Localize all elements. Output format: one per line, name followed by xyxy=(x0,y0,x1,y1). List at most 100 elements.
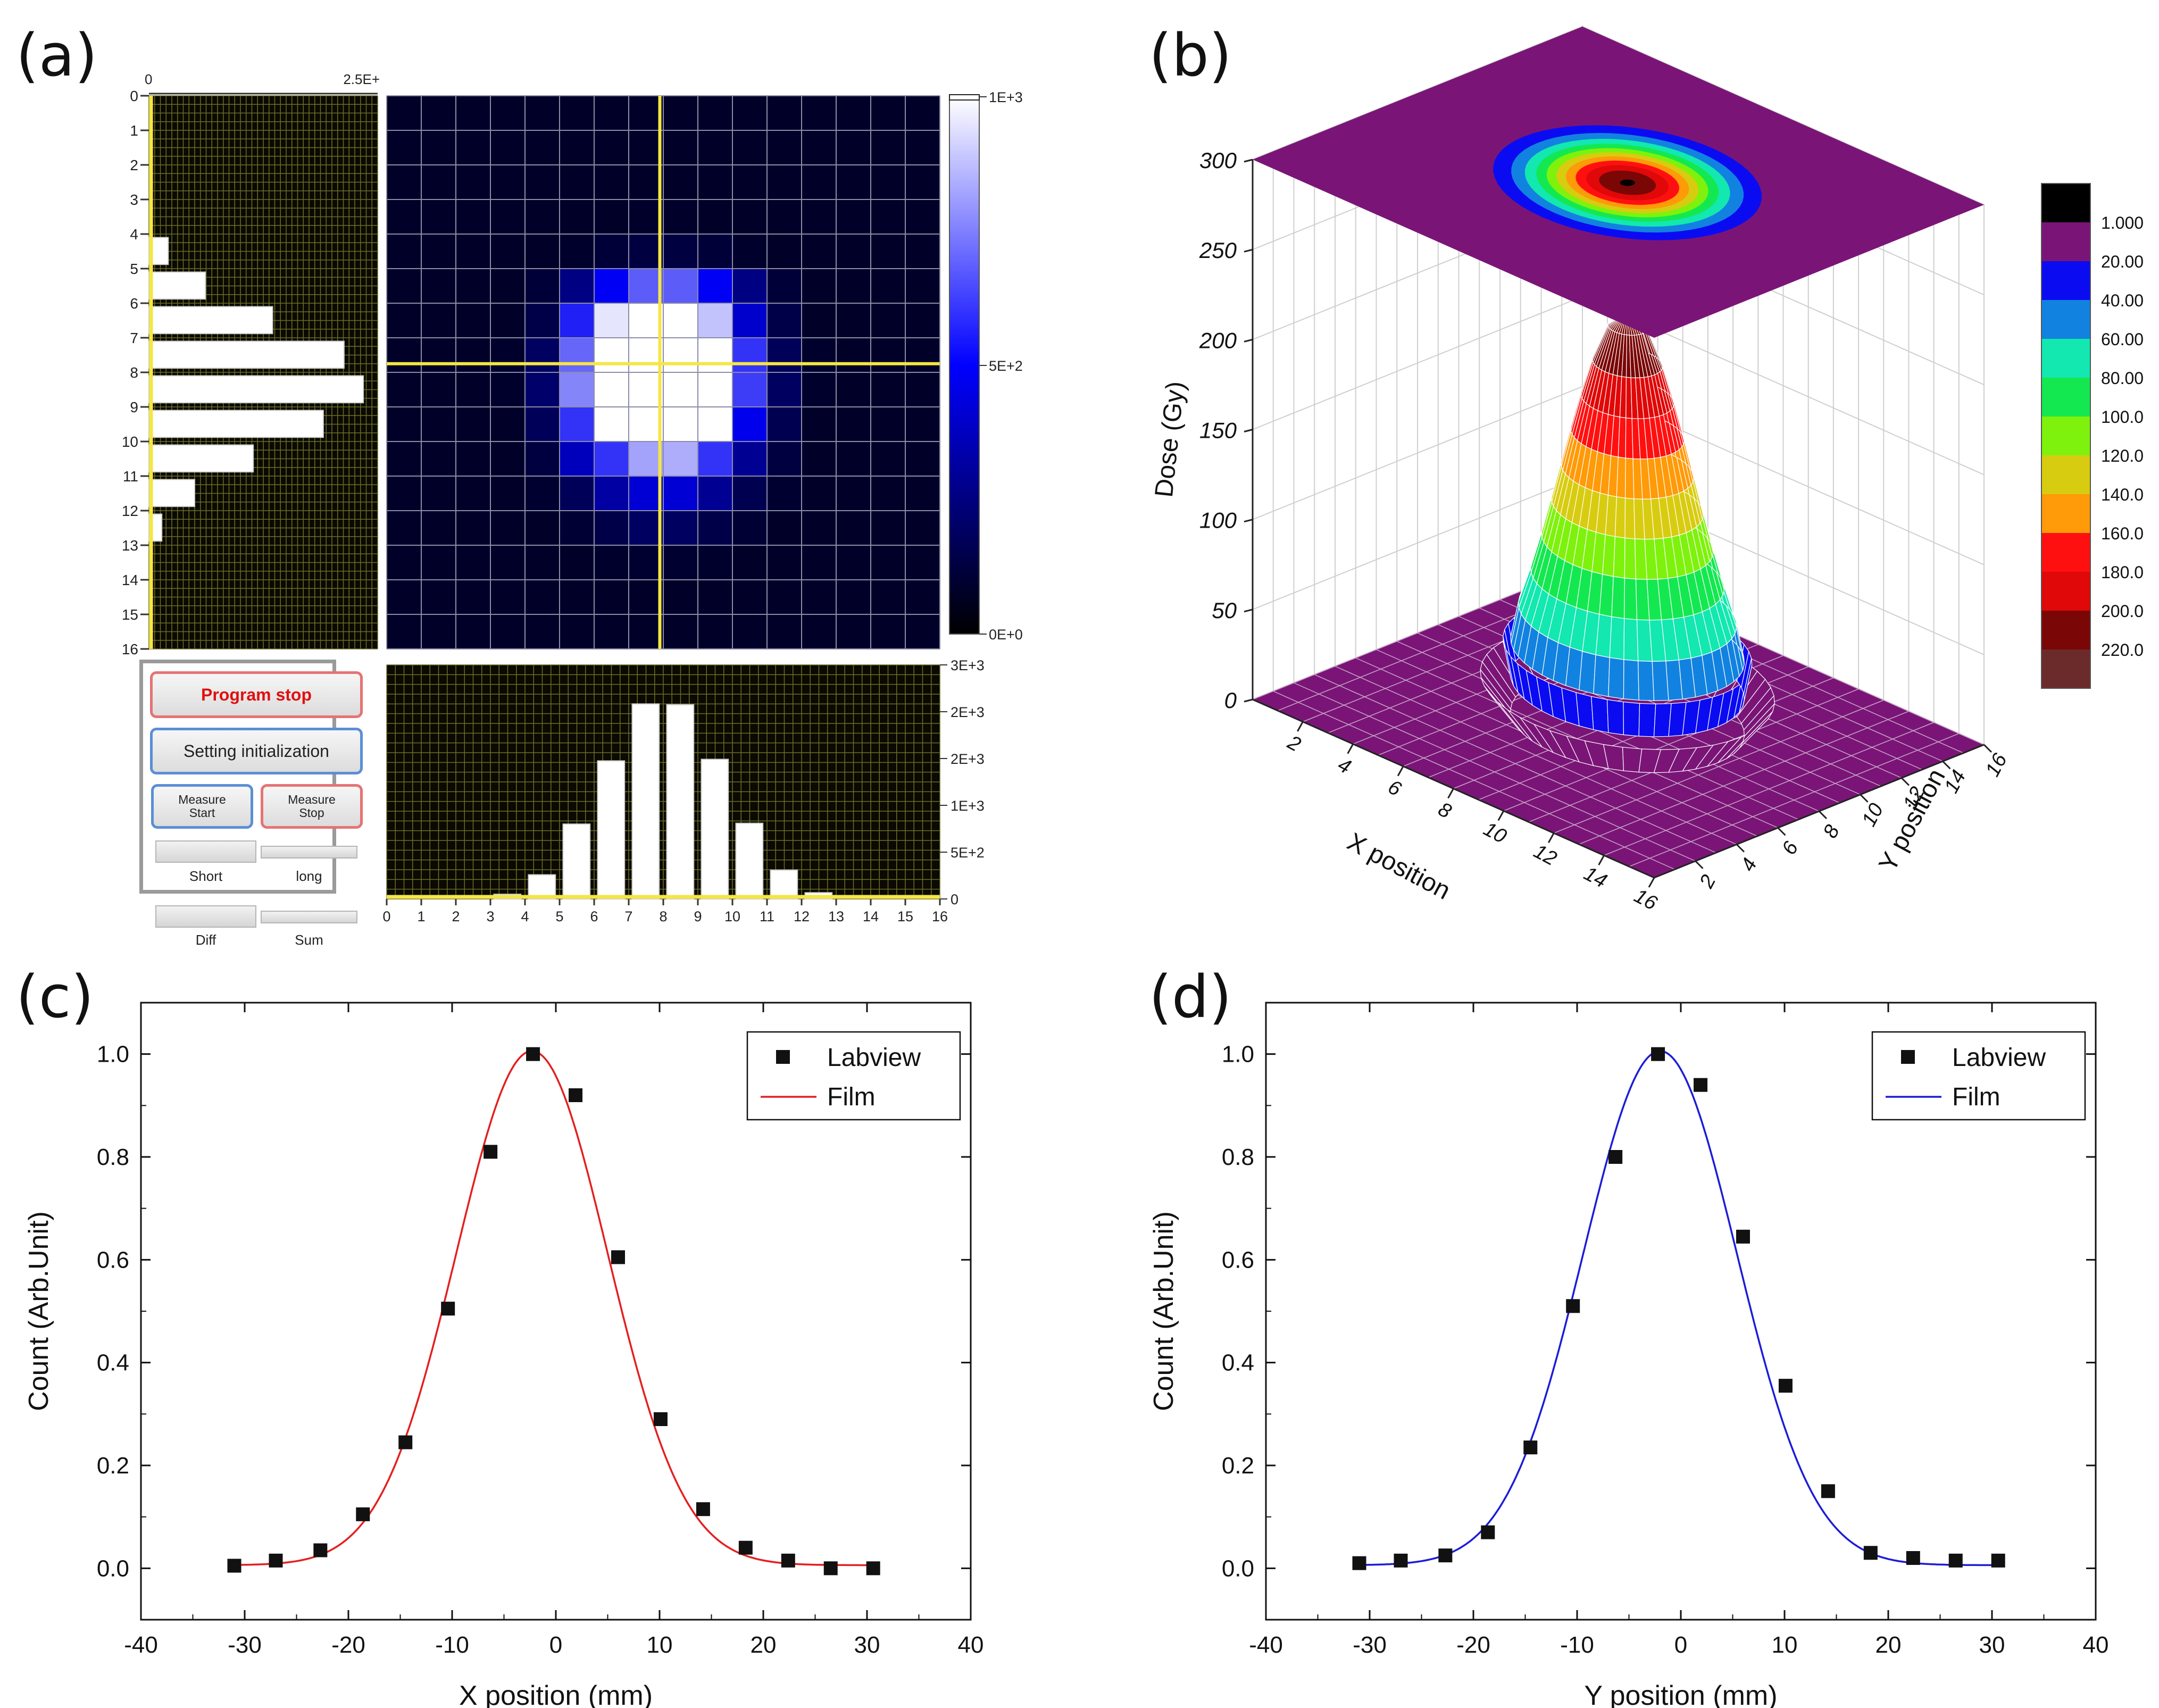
heatmap-cell xyxy=(698,372,733,407)
legend-label-film: Film xyxy=(827,1083,876,1111)
heatmap-cell xyxy=(836,165,871,200)
heatmap-cell xyxy=(490,511,526,546)
labview-data-point xyxy=(227,1559,241,1573)
heatmap-cell xyxy=(456,269,491,304)
labview-data-point xyxy=(823,1561,838,1576)
bottom-hist-bar xyxy=(770,869,798,899)
long-label: long xyxy=(296,868,322,884)
surface-cone-facet xyxy=(1579,651,1596,694)
heatmap-cell xyxy=(594,580,629,615)
heatmap-cell xyxy=(594,165,629,200)
heatmap-cell xyxy=(421,269,456,304)
heatmap-cell xyxy=(836,130,871,165)
heatmap-cell xyxy=(629,165,664,200)
surface-legend-label: 180.0 xyxy=(2101,563,2144,582)
heatmap-cell xyxy=(871,614,906,649)
sum-toggle[interactable] xyxy=(261,911,357,923)
heatmap-cell xyxy=(802,165,837,200)
surface-cone-facet xyxy=(1616,456,1626,498)
x-tick-label: -40 xyxy=(1249,1632,1283,1658)
heatmap-cell xyxy=(490,580,526,615)
heatmap-cell xyxy=(490,234,526,269)
heatmap-cell xyxy=(767,476,802,511)
y-tick-label: 1.0 xyxy=(1222,1042,1254,1068)
heatmap-cell xyxy=(732,199,768,235)
heatmap-cell xyxy=(456,338,491,373)
surface-y-tick-mark xyxy=(1736,844,1745,853)
heatmap-cell xyxy=(698,130,733,165)
y-axis-title: Count (Arb.Unit) xyxy=(1148,1211,1179,1411)
surface-x-tick-mark xyxy=(1497,810,1505,821)
heatmap-cell xyxy=(525,580,560,615)
labview-data-point xyxy=(696,1502,710,1517)
y-tick-label: 0.0 xyxy=(97,1555,129,1581)
surface-top-contour-peak xyxy=(1620,179,1635,186)
heatmap-cell xyxy=(698,269,733,304)
program-stop-button[interactable]: Program stop xyxy=(150,671,363,718)
labview-data-point xyxy=(1821,1484,1835,1498)
heatmap-cell xyxy=(525,614,560,649)
diff-toggle[interactable] xyxy=(155,905,256,928)
heatmap-cell xyxy=(387,199,422,235)
bottom-hist-right-label: 2E+3 xyxy=(951,704,985,720)
surface-y-tick-mark xyxy=(1695,860,1704,869)
bottom-hist-tick-label: 0 xyxy=(382,909,390,924)
heatmap-cell xyxy=(629,269,664,304)
heatmap-cell xyxy=(663,269,698,304)
heatmap-cell xyxy=(456,476,491,511)
bottom-hist-bar xyxy=(562,823,591,899)
panel-label-c: (c) xyxy=(16,963,94,1031)
heatmap-cell xyxy=(836,407,871,442)
heatmap-cell xyxy=(836,545,871,580)
left-hist-tick-label: 3 xyxy=(130,191,138,208)
heatmap-cell xyxy=(525,165,560,200)
heatmap-cell xyxy=(698,441,733,477)
bottom-hist-tick-label: 3 xyxy=(486,909,494,924)
heatmap-cell xyxy=(525,372,560,407)
heatmap-cell xyxy=(871,165,906,200)
left-hist-top-label: 2.5E+ xyxy=(343,71,380,87)
bottom-hist-bar xyxy=(701,759,729,899)
heatmap-cell xyxy=(490,338,526,373)
setting-initialization-button[interactable]: Setting initialization xyxy=(150,728,363,774)
short-toggle[interactable] xyxy=(155,840,256,863)
x-tick-label: 0 xyxy=(549,1632,562,1658)
surface-x-tick-label: 14 xyxy=(1580,862,1611,893)
colorbar-slider xyxy=(949,94,980,101)
heatmap-cell xyxy=(871,407,906,442)
heatmap-cell xyxy=(560,614,595,649)
heatmap-cell xyxy=(663,476,698,511)
heatmap-cell xyxy=(663,407,698,442)
measure-start-button[interactable]: Measure Start xyxy=(151,784,253,829)
heatmap-cell xyxy=(456,511,491,546)
y-tick-label: 0.8 xyxy=(1222,1144,1254,1170)
surface-z-axis-title: Dose (Gy) xyxy=(1150,380,1190,498)
surface-y-tick-mark xyxy=(1818,810,1828,820)
heatmap-cell xyxy=(456,96,491,131)
heatmap-cell xyxy=(732,303,768,338)
heatmap-cell xyxy=(663,545,698,580)
surface-legend-frame xyxy=(2041,183,2091,689)
heatmap-cell xyxy=(456,545,491,580)
long-toggle[interactable] xyxy=(261,846,357,859)
heatmap-cell xyxy=(802,199,837,235)
labview-data-point xyxy=(398,1435,413,1449)
heatmap-cell xyxy=(560,580,595,615)
surface-cone-facet xyxy=(1623,659,1639,701)
surface-y-tick-mark xyxy=(1983,744,1993,753)
left-hist-tick-label: 12 xyxy=(122,503,138,519)
heatmap-cell xyxy=(387,130,422,165)
measure-stop-button[interactable]: Measure Stop xyxy=(261,784,363,829)
surface-legend-swatch xyxy=(2041,494,2090,533)
heatmap-cell xyxy=(871,199,906,235)
heatmap-cell xyxy=(560,269,595,304)
heatmap-cell xyxy=(387,165,422,200)
surface-wall-gridline xyxy=(1252,386,1985,565)
heatmap-cell xyxy=(629,96,664,131)
surface-cone-facet xyxy=(1609,616,1625,660)
heatmap-cell xyxy=(629,614,664,649)
left-hist-tick-label: 2 xyxy=(130,157,138,173)
surface-y-tick-label: 10 xyxy=(1857,800,1888,830)
surface-cone-facet xyxy=(1624,497,1636,539)
